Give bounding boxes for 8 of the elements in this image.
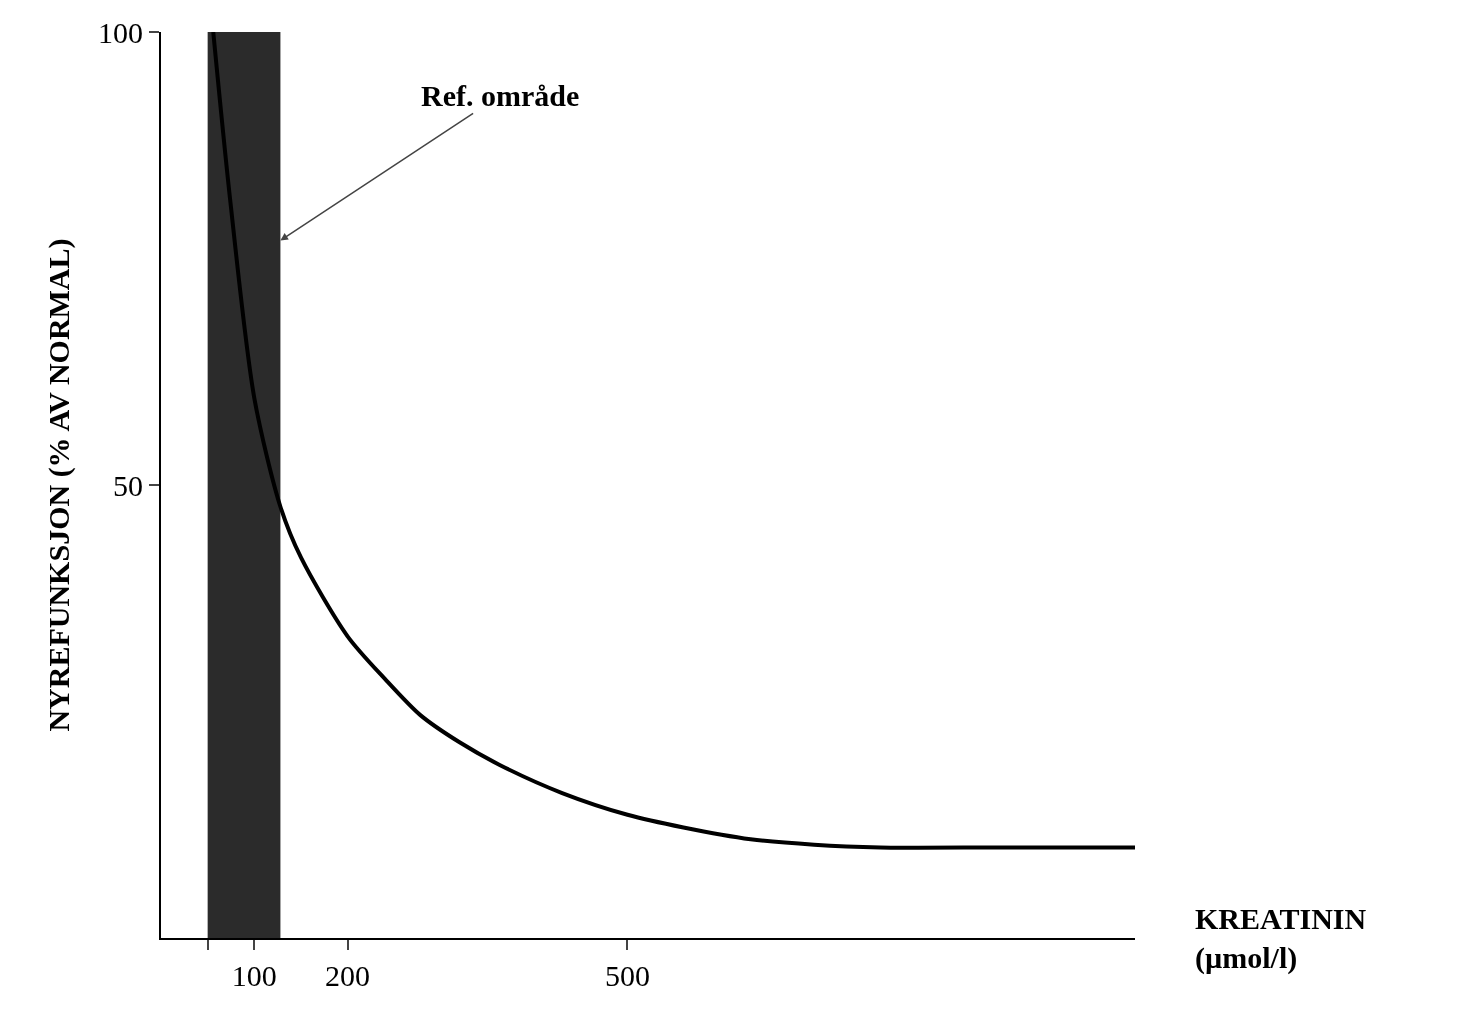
x-tick-label: 500: [604, 959, 650, 992]
x-tick-label: 200: [325, 959, 371, 992]
y-axis-title: NYREFUNKSJON (% AV NORMAL): [41, 238, 76, 732]
x-axis-title: KREATININ (µmol/l): [1195, 902, 1367, 975]
line-series: [211, 32, 1135, 850]
y-tick-label: 50: [113, 468, 143, 502]
band-label: Ref. område: [421, 79, 580, 112]
x-tick-label: 100: [231, 959, 277, 992]
